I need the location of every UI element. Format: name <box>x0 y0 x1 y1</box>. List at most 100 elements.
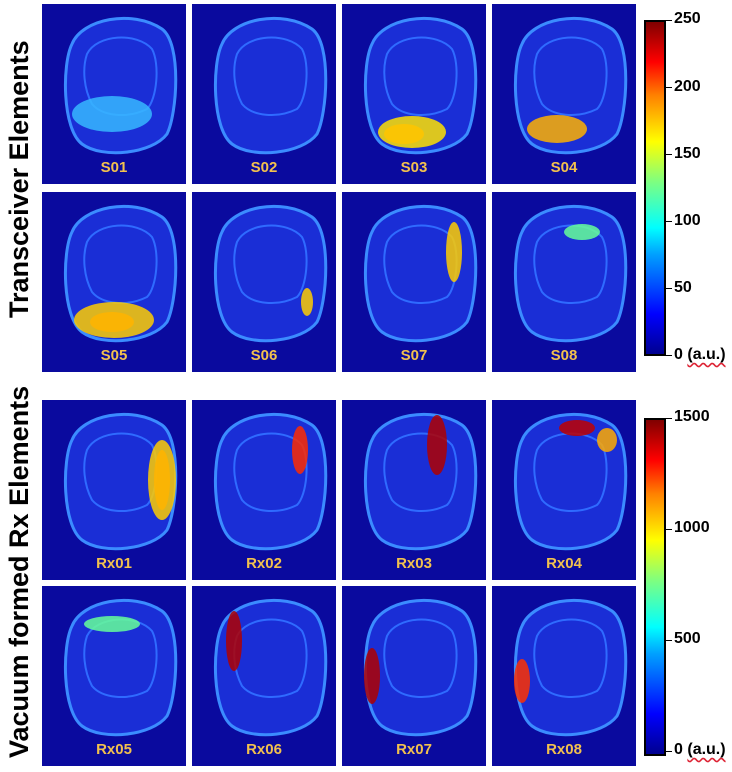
knee-map-image <box>364 204 478 343</box>
colorbar-tick: 100 <box>674 212 701 229</box>
tickmark <box>666 418 672 419</box>
tile-label: Rx01 <box>96 555 132 572</box>
knee-outline <box>64 412 178 551</box>
tile-label: S08 <box>550 347 578 364</box>
colorbar-tick-zero: 0 (a.u.) <box>674 346 726 364</box>
knee-map-image <box>214 16 328 155</box>
mri-tile: S06 <box>192 192 336 372</box>
colorbar-tick-zero: 0 (a.u.) <box>674 741 726 759</box>
mri-tile: S01 <box>42 4 186 184</box>
knee-map-image <box>364 412 478 551</box>
knee-map-image <box>64 412 178 551</box>
mri-tile: S04 <box>492 4 636 184</box>
section-label-vacuum-rx: Vacuum formed Rx Elements <box>4 385 34 758</box>
knee-outline <box>214 204 328 343</box>
knee-outline <box>214 16 328 155</box>
bone-outline <box>383 618 458 698</box>
tickmark <box>666 640 672 641</box>
signal-hotspot <box>427 415 447 475</box>
tickmark <box>666 154 672 155</box>
mri-tile: Rx01 <box>42 400 186 580</box>
knee-outline <box>214 412 328 551</box>
tickmark <box>666 288 672 289</box>
tile-label: S03 <box>400 159 428 176</box>
signal-hotspot <box>292 426 308 474</box>
tile-label: Rx07 <box>396 741 432 758</box>
knee-outline <box>514 598 628 737</box>
colorbar-tick: 1500 <box>674 408 710 425</box>
tile-label: Rx05 <box>96 741 132 758</box>
tile-label: Rx08 <box>546 741 582 758</box>
bone-outline <box>383 432 458 512</box>
tickmark <box>666 221 672 222</box>
mri-tile: Rx02 <box>192 400 336 580</box>
signal-hotspot <box>74 302 154 338</box>
bone-outline <box>383 224 458 304</box>
mri-tile: Rx07 <box>342 586 486 766</box>
knee-map-image <box>514 16 628 155</box>
tickmark <box>666 529 672 530</box>
tile-label: S04 <box>550 159 578 176</box>
tile-label: Rx06 <box>246 741 282 758</box>
tile-label: S05 <box>100 347 128 364</box>
bone-outline <box>233 618 308 698</box>
signal-hotspot <box>72 96 152 132</box>
colorbar-tick: 150 <box>674 145 701 162</box>
knee-outline <box>364 412 478 551</box>
bone-outline <box>533 36 608 116</box>
signal-hotspot <box>148 440 176 520</box>
bone-outline <box>233 432 308 512</box>
knee-outline <box>514 204 628 343</box>
tile-label: S06 <box>250 347 278 364</box>
knee-map-image <box>514 412 628 551</box>
knee-map-image <box>514 598 628 737</box>
mri-tile: S02 <box>192 4 336 184</box>
colorbar-tick: 50 <box>674 279 692 296</box>
signal-hotspot <box>559 420 595 436</box>
knee-map-image <box>64 16 178 155</box>
bone-outline <box>83 224 158 304</box>
knee-map-image <box>514 204 628 343</box>
knee-outline <box>214 598 328 737</box>
knee-map-image <box>214 412 328 551</box>
bone-outline <box>383 36 458 116</box>
signal-hotspot <box>84 616 140 632</box>
zero-value: 0 <box>674 346 683 363</box>
signal-hotspot <box>597 428 617 452</box>
knee-outline <box>364 598 478 737</box>
bone-outline <box>83 432 158 512</box>
knee-outline <box>64 16 178 155</box>
unit-label: (a.u.) <box>687 346 726 363</box>
unit-label: (a.u.) <box>687 741 726 758</box>
tickmark <box>666 751 672 752</box>
mri-tile: Rx05 <box>42 586 186 766</box>
knee-map-image <box>64 204 178 343</box>
mri-tile: Rx04 <box>492 400 636 580</box>
tickmark <box>666 20 672 21</box>
signal-hotspot <box>564 224 600 240</box>
mri-tile: S03 <box>342 4 486 184</box>
knee-outline <box>514 412 628 551</box>
knee-map-image <box>364 16 478 155</box>
bone-outline <box>233 224 308 304</box>
signal-hotspot <box>446 222 462 282</box>
tickmark <box>666 87 672 88</box>
knee-map-image <box>214 598 328 737</box>
colorbar-tick: 1000 <box>674 519 710 536</box>
signal-hotspot <box>527 115 587 143</box>
signal-hotspot <box>378 116 446 148</box>
tile-label: Rx02 <box>246 555 282 572</box>
bone-outline <box>233 36 308 116</box>
colorbar-tick: 200 <box>674 78 701 95</box>
mri-tile: S08 <box>492 192 636 372</box>
bone-outline <box>533 618 608 698</box>
tile-label: Rx03 <box>396 555 432 572</box>
tile-label: S07 <box>400 347 428 364</box>
zero-value: 0 <box>674 741 683 758</box>
tile-label: Rx04 <box>546 555 582 572</box>
mri-tile: S07 <box>342 192 486 372</box>
colorbar-tick: 250 <box>674 10 701 27</box>
colorbar-transceiver <box>644 20 666 356</box>
colorbar-tick: 500 <box>674 630 701 647</box>
mri-tile: S05 <box>42 192 186 372</box>
